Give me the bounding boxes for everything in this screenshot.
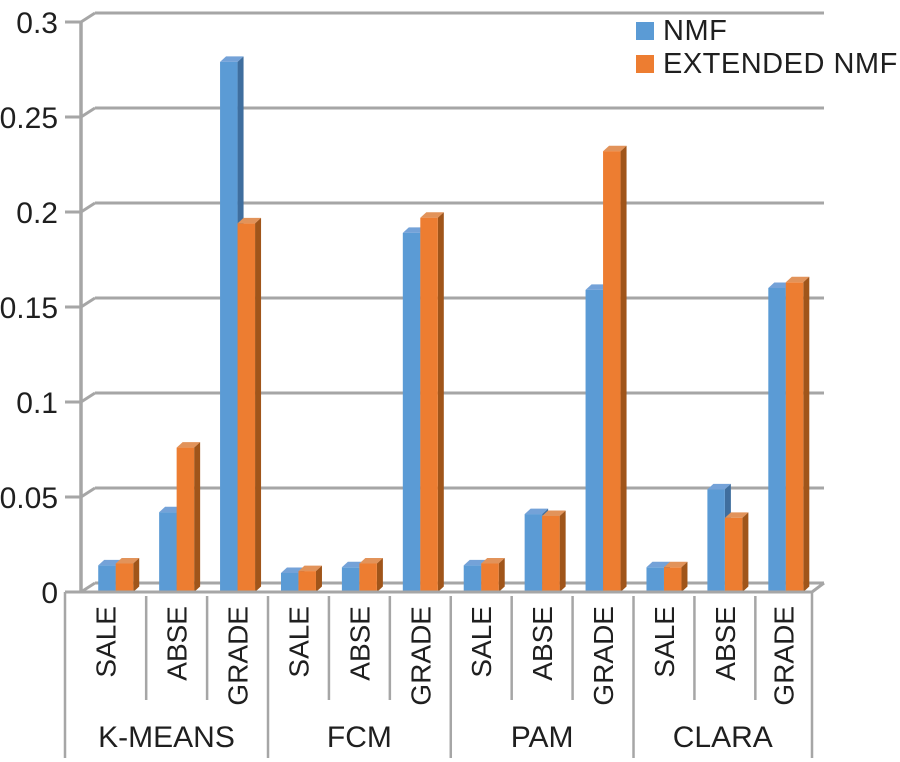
y-tick-label: 0.3 [16,7,58,40]
bar [463,565,482,592]
bar-top-face [707,483,731,490]
bar-side-face [681,561,688,592]
group-label: PAM [511,721,574,754]
bar-top-face [298,565,322,572]
y-tick-label: 0.25 [0,102,58,135]
gridline-connector [80,486,96,499]
bar-side-face [376,558,383,592]
bar-top-face [663,561,688,568]
bar-top-face [481,558,505,564]
bar-top-face [359,558,383,564]
bar [298,571,316,592]
gridline-connector [80,11,96,24]
gridline-connector [80,106,96,119]
group-label: K-MEANS [98,721,235,754]
bar-side-face [255,217,262,592]
category-label: GRADE [223,606,254,706]
bar [341,567,360,592]
bar-top-face [524,508,549,515]
bar-side-face [194,442,201,592]
bar [176,447,195,592]
category-label: SALE [649,606,680,678]
gridline-connector [80,391,96,404]
y-tick-label: 0.15 [0,292,58,325]
bar [542,516,560,592]
legend-item-extended-nmf: EXTENDED NMF [636,48,898,80]
bar-top-face [237,217,262,224]
category-label: SALE [91,606,122,678]
legend-item-nmf: NMF [636,15,898,47]
bar-top-face [542,510,566,516]
bar [768,288,786,592]
bar [159,512,177,592]
group-label: CLARA [673,721,773,754]
bar [420,217,438,592]
bar-top-face [420,212,444,218]
bar-side-face [742,512,749,592]
legend-label-nmf: NMF [663,14,728,47]
category-label: ABSE [710,606,741,681]
category-label: GRADE [769,606,800,706]
gridline-connector [80,201,96,214]
bar [481,563,499,592]
bar [707,489,725,592]
group-label: FCM [327,721,392,754]
bar-top-face [785,276,810,283]
bar [663,567,682,592]
legend-swatch-extended-nmf [636,55,654,73]
bar [646,567,664,592]
bar [115,563,134,592]
bar-top-face [220,56,244,62]
category-label: ABSE [162,606,193,681]
y-tick-label: 0.05 [0,482,58,515]
bar [724,517,743,592]
bar [402,232,421,592]
bar-side-face [803,276,810,592]
bar-side-face [133,558,140,592]
bar [237,223,256,592]
bar-side-face [437,212,444,592]
bar [585,289,604,592]
bar-top-face [603,145,627,152]
category-label: GRADE [405,606,436,706]
bar-side-face [559,510,566,592]
category-label: GRADE [588,606,619,706]
category-label: SALE [466,606,497,678]
bar-top-face [646,561,670,568]
bar [603,151,621,592]
y-tick-label: 0.1 [16,387,58,420]
bar [280,573,299,592]
y-tick-label: 0 [41,577,58,610]
bar-side-face [315,565,322,592]
floor-right-edge [811,581,825,594]
y-tick-label: 0.2 [16,197,58,230]
legend-swatch-nmf [636,22,654,40]
category-label: SALE [283,606,314,678]
bar [785,282,804,592]
bar [359,563,377,592]
bar-side-face [620,145,627,592]
gridline-connector [80,296,96,309]
category-label: ABSE [527,606,558,681]
bar-top-face [115,558,140,564]
bar-top-face [176,442,201,448]
legend: NMF EXTENDED NMF [636,15,898,80]
bar [524,514,543,592]
legend-label-extended-nmf: EXTENDED NMF [663,47,898,80]
bar [98,565,116,592]
bar-side-face [498,558,505,592]
bar [220,61,238,592]
category-label: ABSE [344,606,375,681]
bar-top-face [724,512,749,518]
